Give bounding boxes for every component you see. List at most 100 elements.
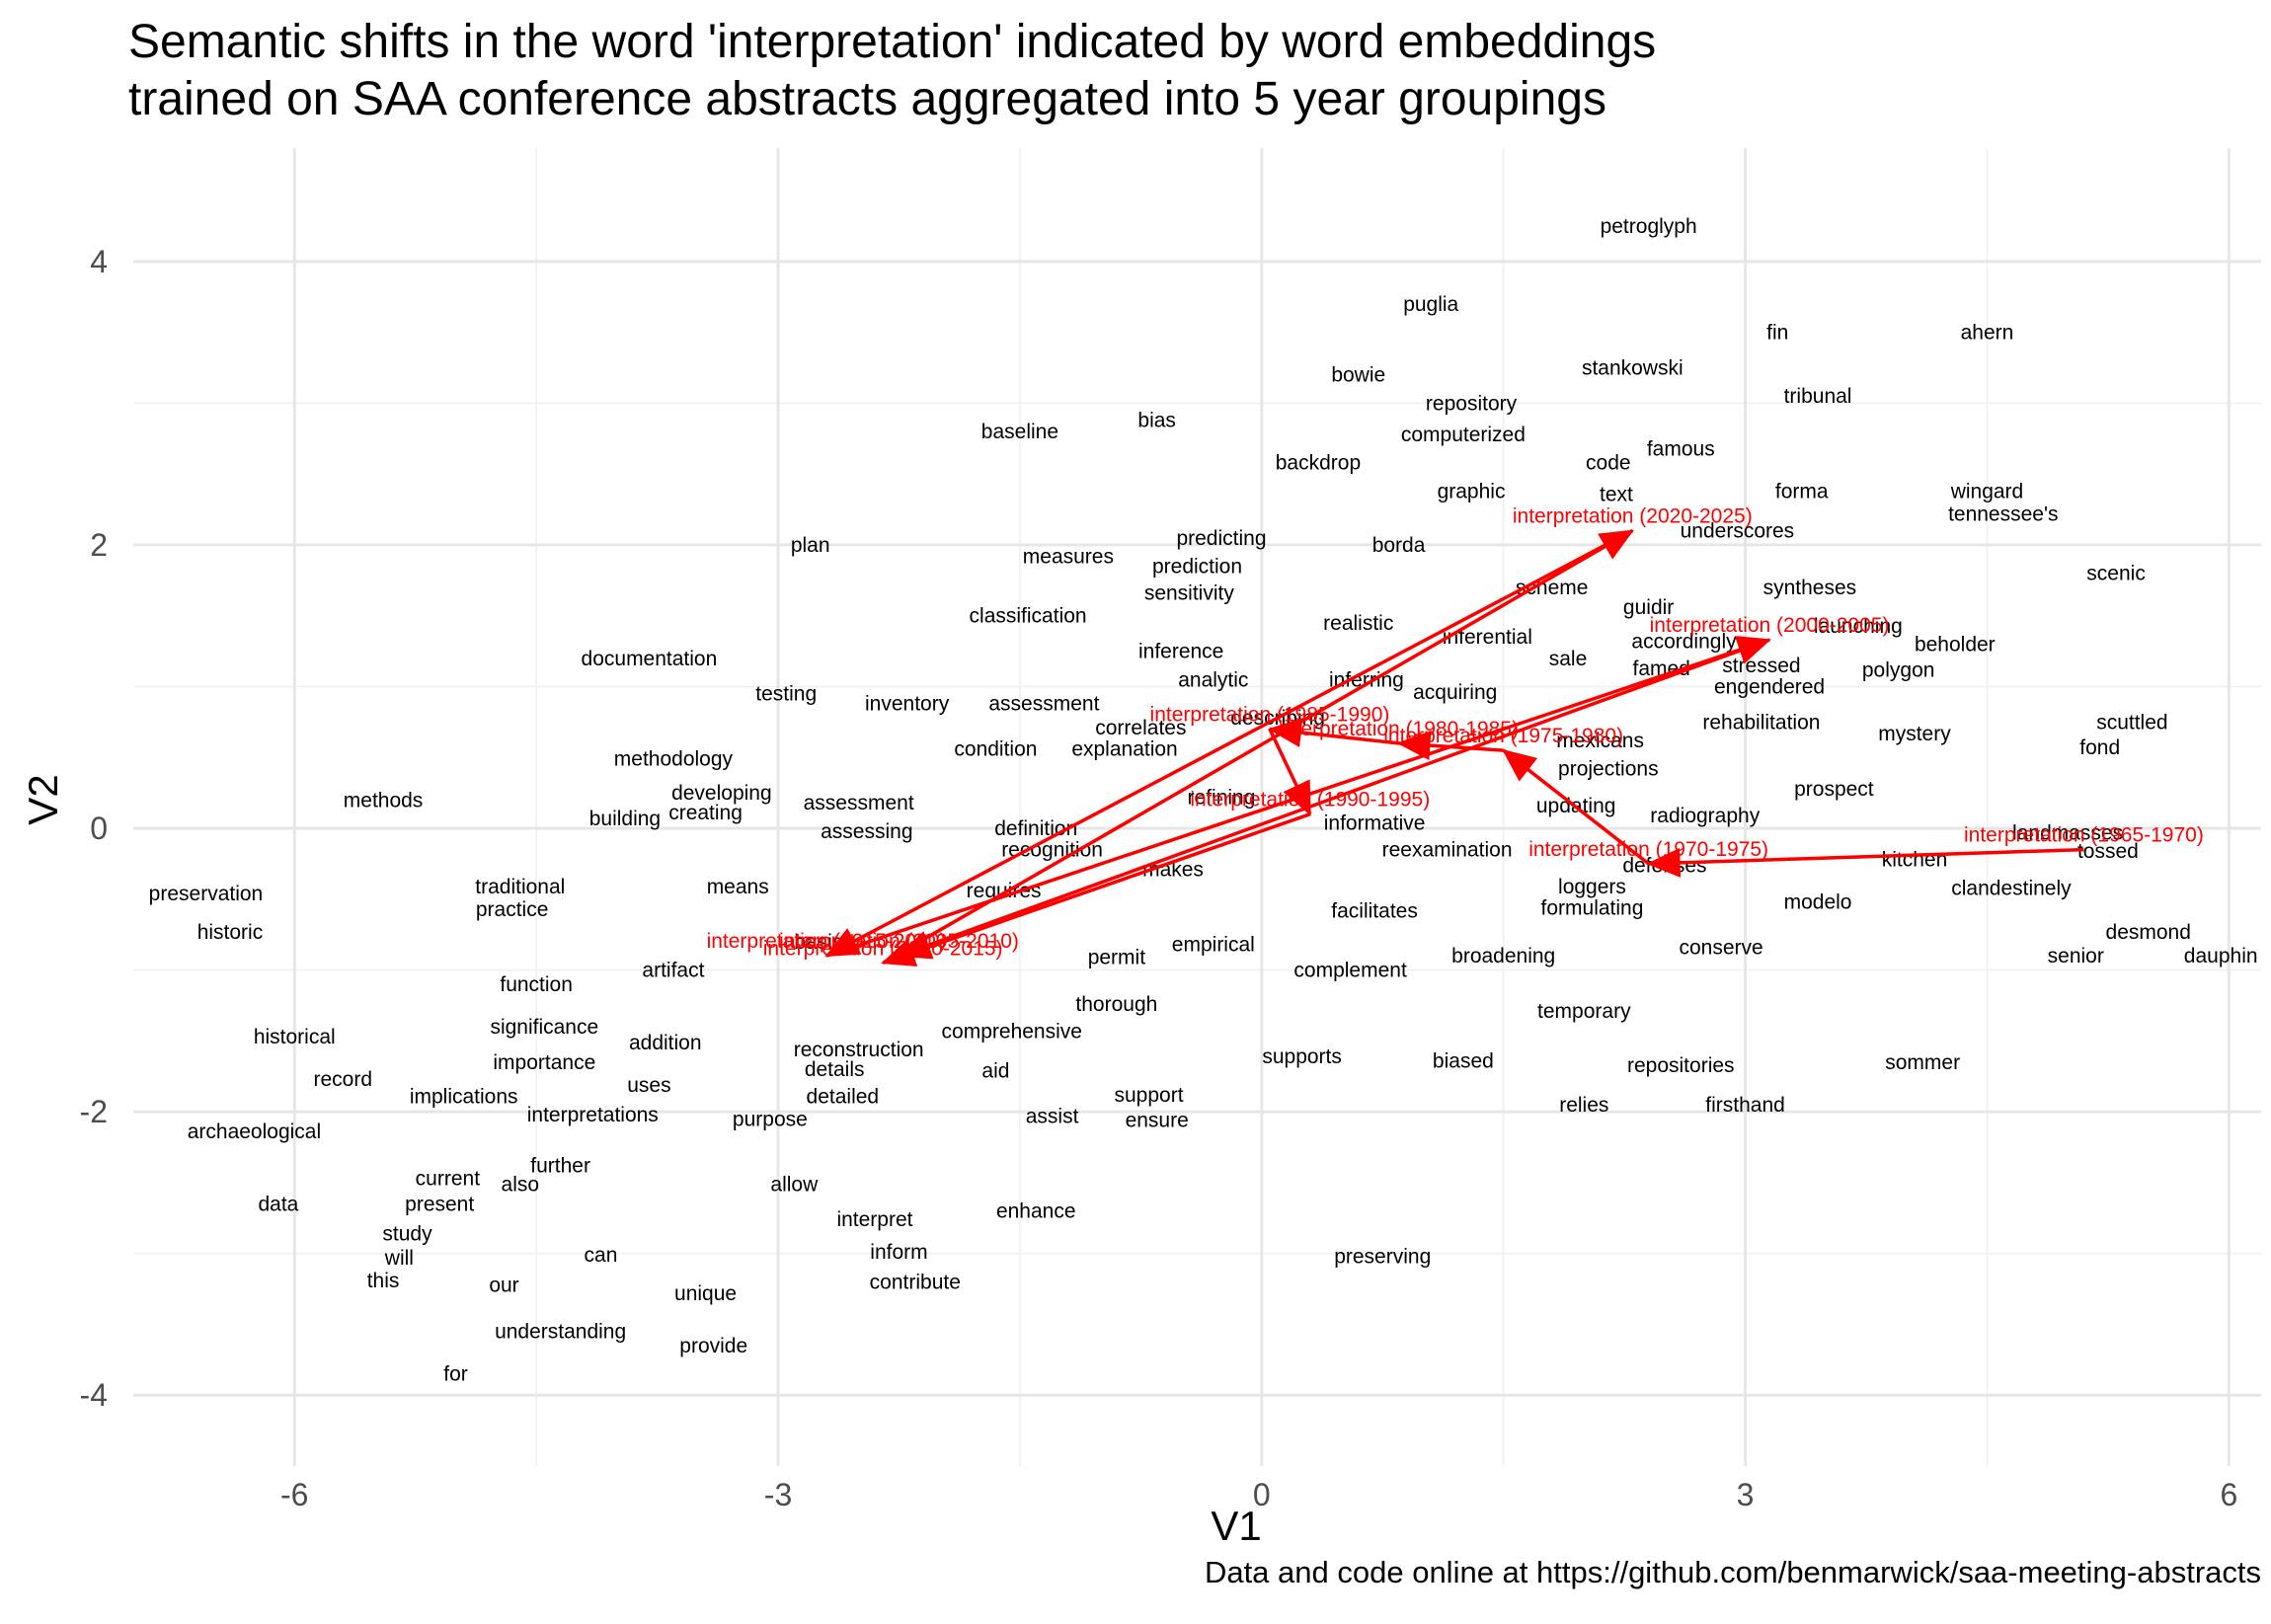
word-label: syntheses [1763, 577, 1857, 599]
word-label: petroglyph [1601, 215, 1697, 238]
word-label: assist [1026, 1105, 1079, 1127]
word-label: prediction [1152, 555, 1242, 578]
word-label: function [500, 973, 573, 996]
interpretation-arrows [824, 529, 2084, 967]
word-label: accordingly [1631, 631, 1737, 654]
word-label: bowie [1331, 364, 1385, 387]
word-label: fin [1766, 322, 1788, 345]
word-label: present [405, 1193, 474, 1215]
word-label: importance [493, 1051, 595, 1074]
word-label: radiography [1650, 805, 1760, 827]
word-label: understanding [495, 1321, 626, 1344]
word-label: firsthand [1705, 1094, 1785, 1117]
word-label: informative [1324, 812, 1426, 834]
chart-title-line-1: Semantic shifts in the word 'interpretat… [128, 16, 1657, 68]
y-tick-label: 2 [90, 527, 108, 563]
x-tick-label: -6 [280, 1477, 308, 1512]
interpretation-arrow [824, 529, 1634, 958]
word-label: recognition [1001, 839, 1103, 862]
word-label: sensitivity [1144, 582, 1235, 605]
word-label: correlates [1095, 717, 1186, 739]
word-label: relies [1559, 1094, 1608, 1117]
x-tick-label: 3 [1737, 1477, 1755, 1512]
word-label: our [489, 1274, 518, 1296]
interpretation-label: interpretation (1990-1995) [1190, 789, 1430, 812]
interpretation-label: interpretation (1975-1980) [1383, 725, 1623, 747]
word-label: text [1600, 483, 1633, 505]
word-label: predicting [1176, 527, 1266, 550]
word-label: significance [490, 1016, 598, 1039]
word-label: contribute [870, 1271, 961, 1293]
word-label: for [443, 1363, 468, 1386]
word-label: allow [770, 1173, 819, 1196]
word-label: assessment [804, 792, 914, 814]
word-label: broadening [1451, 945, 1555, 967]
word-label: ensure [1126, 1110, 1189, 1132]
word-label: preservation [149, 883, 264, 905]
word-label: acquiring [1413, 681, 1497, 704]
word-label: provide [679, 1335, 747, 1357]
word-label: mystery [1878, 723, 1951, 745]
interpretation-label: interpretation (1965-1970) [1964, 824, 2204, 847]
caption: Data and code online at https://github.c… [1204, 1555, 2261, 1589]
word-label: famous [1647, 437, 1715, 460]
interpretation-label: interpretation (1980-1985) [1279, 718, 1519, 740]
word-label: computerized [1401, 424, 1526, 446]
word-label: current [416, 1168, 481, 1191]
word-label: borda [1372, 534, 1426, 557]
word-label: sale [1549, 648, 1588, 670]
word-label: inference [1138, 641, 1223, 663]
word-label: explanation [1071, 738, 1177, 761]
word-label: further [530, 1155, 590, 1178]
word-label: rehabilitation [1702, 711, 1820, 734]
word-label: projections [1558, 758, 1659, 781]
word-label: refining [1188, 786, 1256, 809]
word-label: scenic [2086, 563, 2146, 585]
word-label: measures [1023, 545, 1114, 568]
word-label: inferential [1443, 626, 1532, 649]
word-label: assessment [988, 693, 1099, 716]
word-label: tennessee's [1948, 503, 2058, 525]
word-label: assessing [821, 820, 912, 843]
word-label: beholder [1915, 633, 1996, 656]
word-label: classification [970, 605, 1087, 628]
word-label: wingard [1950, 480, 2024, 503]
word-label: modelo [1784, 891, 1852, 914]
word-label: code [1586, 452, 1631, 475]
interpretation-label: interpretation (1985-1990) [1150, 704, 1390, 727]
word-label: implications [410, 1085, 518, 1108]
word-label: creating [668, 802, 743, 824]
word-label: forma [1775, 480, 1829, 503]
word-label: biased [1433, 1049, 1494, 1072]
interpretation-label: interpretation (2010-2015) [763, 937, 1003, 960]
interpretation-arrow [1267, 718, 1399, 747]
word-label: loggers [1558, 876, 1626, 898]
word-label: details [805, 1058, 865, 1081]
word-label: ahern [1961, 322, 2014, 345]
word-label: desmond [2106, 921, 2191, 944]
word-label: sommer [1885, 1051, 1960, 1074]
word-label: interpret [836, 1208, 912, 1231]
word-label: developing [671, 782, 772, 805]
word-label: clandestinely [1951, 877, 2072, 899]
word-label: mexicans [1556, 730, 1644, 752]
interpretation-label: interpretation (2005-2010) [779, 930, 1019, 953]
word-label: tribunal [1784, 385, 1852, 408]
interpretation-labels: interpretation (1965-1970) interpretation… [707, 505, 2204, 961]
y-axis-label: V2 [20, 774, 66, 824]
x-axis-label: V1 [1211, 1503, 1261, 1549]
interpretation-arrow [897, 638, 1770, 960]
chart-title: Semantic shifts in the word 'interpretat… [128, 14, 1656, 128]
chart-title-line-2: trained on SAA conference abstracts aggr… [128, 73, 1606, 125]
word-label: reconstruction [794, 1039, 924, 1061]
word-label: reexamination [1382, 839, 1513, 862]
word-label: archaeological [188, 1121, 321, 1143]
word-label: repositories [1627, 1054, 1735, 1077]
word-label: empirical [1172, 934, 1255, 957]
word-label: permit [1088, 947, 1146, 969]
y-tick-label: 0 [90, 811, 108, 846]
word-label: kitchen [1882, 849, 1948, 872]
word-label: inform [870, 1241, 927, 1264]
word-label: launching [1814, 615, 1903, 638]
